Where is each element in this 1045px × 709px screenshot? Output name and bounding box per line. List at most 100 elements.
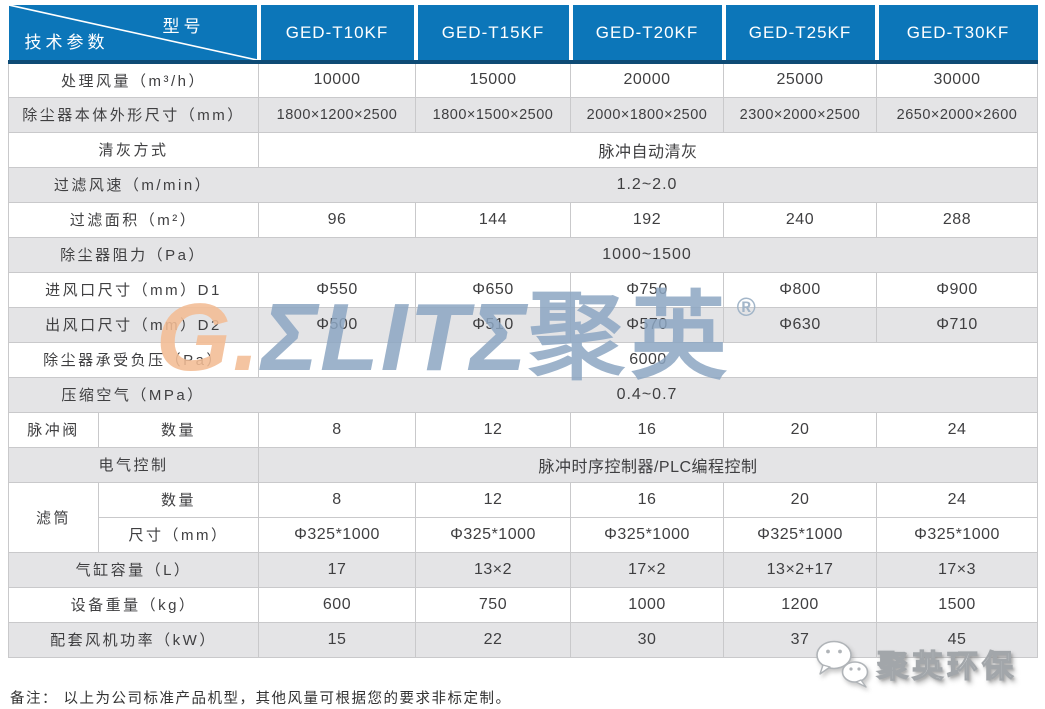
- table-row: 脉冲阀 数量 8 12 16 20 24: [8, 411, 1038, 448]
- table-header-row: 型号 技术参数 GED-T10KF GED-T15KF GED-T20KF GE…: [8, 5, 1038, 64]
- row-label: 出风口尺寸（mm）D2: [8, 306, 259, 343]
- cell-value: 13×2: [415, 551, 571, 588]
- cell-value: Φ900: [876, 271, 1038, 308]
- row-label: 过滤面积（m²）: [8, 201, 259, 238]
- cell-value: 30000: [876, 61, 1038, 98]
- group-label: 滤筒: [8, 481, 99, 553]
- cell-value: 2000×1800×2500: [570, 96, 724, 133]
- table-row: 除尘器承受负压（Pa） 6000: [8, 341, 1038, 378]
- diagonal-divider: [9, 5, 257, 60]
- cell-value: 45: [876, 621, 1038, 658]
- cell-value-span: 1000~1500: [602, 245, 692, 263]
- table-row: 滤筒 数量 8 12 16 20 24: [8, 481, 1038, 553]
- cell-value: 12: [415, 481, 571, 518]
- cell-value-span: 脉冲自动清灰: [258, 131, 1038, 168]
- group-label: 脉冲阀: [8, 411, 99, 448]
- table-row: 气缸容量（L） 17 13×2 17×2 13×2+17 17×3: [8, 551, 1038, 588]
- cell-value-span: 6000: [258, 341, 1038, 378]
- table-row: 过滤面积（m²） 96 144 192 240 288: [8, 201, 1038, 238]
- row-label: 除尘器本体外形尺寸（mm）: [8, 96, 259, 133]
- cell-value: 192: [570, 201, 724, 238]
- cell-value: 15000: [415, 61, 571, 98]
- cell-value: 12: [415, 411, 571, 448]
- table-row: 压缩空气（MPa） 0.4~0.7: [8, 376, 1038, 413]
- cell-value: 25000: [723, 61, 877, 98]
- table-row: 除尘器本体外形尺寸（mm） 1800×1200×2500 1800×1500×2…: [8, 96, 1038, 133]
- table-row: 清灰方式 脉冲自动清灰: [8, 131, 1038, 168]
- cell-value: Φ325*1000: [723, 516, 877, 553]
- model-header: GED-T20KF: [568, 5, 724, 64]
- full-span-cell: 除尘器阻力（Pa） 1000~1500: [8, 236, 1038, 273]
- model-header: GED-T25KF: [721, 5, 877, 64]
- cell-value: 750: [415, 586, 571, 623]
- cell-value: 240: [723, 201, 877, 238]
- spec-table: 型号 技术参数 GED-T10KF GED-T15KF GED-T20KF GE…: [8, 5, 1038, 658]
- table-row: 尺寸（mm） Φ325*1000 Φ325*1000 Φ325*1000 Φ32…: [9, 516, 1038, 553]
- cell-value: 1000: [570, 586, 724, 623]
- corner-model-label: 型号: [162, 17, 205, 36]
- table-row: 进风口尺寸（mm）D1 Φ550 Φ650 Φ750 Φ800 Φ900: [8, 271, 1038, 308]
- cell-value: Φ510: [415, 306, 571, 343]
- cell-value: 37: [723, 621, 877, 658]
- row-label: 数量: [98, 411, 259, 448]
- row-label: 配套风机功率（kW）: [8, 621, 259, 658]
- cell-value-span: 1.2~2.0: [616, 175, 678, 193]
- wechat-icon: [816, 640, 869, 688]
- table-row: 配套风机功率（kW） 15 22 30 37 45: [8, 621, 1038, 658]
- cell-value-span: 脉冲时序控制器/PLC编程控制: [258, 446, 1038, 483]
- table-row: 电气控制 脉冲时序控制器/PLC编程控制: [8, 446, 1038, 483]
- cell-value: 600: [258, 586, 416, 623]
- cell-value: 96: [258, 201, 416, 238]
- cell-value: 20: [723, 411, 877, 448]
- cell-value: 30: [570, 621, 724, 658]
- table-row: 出风口尺寸（mm）D2 Φ500 Φ510 Φ570 Φ630 Φ710: [8, 306, 1038, 343]
- row-label: 气缸容量（L）: [8, 551, 259, 588]
- cell-value: 2650×2000×2600: [876, 96, 1038, 133]
- cell-value: 288: [876, 201, 1038, 238]
- cell-value: 2300×2000×2500: [723, 96, 877, 133]
- table-row: 除尘器阻力（Pa） 1000~1500: [8, 236, 1038, 273]
- cell-value: 1500: [876, 586, 1038, 623]
- cell-value: Φ750: [570, 271, 724, 308]
- cell-value: 8: [258, 411, 416, 448]
- model-header: GED-T15KF: [413, 5, 571, 64]
- cell-value: 17×3: [876, 551, 1038, 588]
- row-label: 尺寸（mm）: [98, 516, 259, 553]
- cell-value-span: 0.4~0.7: [616, 385, 678, 403]
- row-label: 除尘器阻力（Pa）: [60, 247, 206, 264]
- cell-value: 1800×1200×2500: [258, 96, 416, 133]
- cell-value: 20: [723, 481, 877, 518]
- cell-value: 1800×1500×2500: [415, 96, 571, 133]
- cell-value: 144: [415, 201, 571, 238]
- cell-value: 16: [570, 481, 724, 518]
- table-row: 处理风量（m³/h） 10000 15000 20000 25000 30000: [8, 61, 1038, 98]
- cell-value: 24: [876, 411, 1038, 448]
- cell-value: 22: [415, 621, 571, 658]
- full-span-cell: 压缩空气（MPa） 0.4~0.7: [8, 376, 1038, 413]
- corner-param-label: 技术参数: [24, 33, 109, 52]
- model-header: GED-T10KF: [256, 5, 416, 64]
- cell-value: 15: [258, 621, 416, 658]
- cell-value: Φ550: [258, 271, 416, 308]
- cell-value: Φ650: [415, 271, 571, 308]
- cell-value: 8: [258, 481, 416, 518]
- table-row: 过滤风速（m/min） 1.2~2.0: [8, 166, 1038, 203]
- cell-value: 10000: [258, 61, 416, 98]
- cell-value: Φ325*1000: [876, 516, 1038, 553]
- row-label: 压缩空气（MPa）: [61, 387, 205, 404]
- stamp-text: 聚英环保: [876, 648, 1017, 684]
- row-label: 电气控制: [8, 446, 259, 483]
- cell-value: Φ500: [258, 306, 416, 343]
- full-span-cell: 过滤风速（m/min） 1.2~2.0: [8, 166, 1038, 203]
- footer-note: 备注： 以上为公司标准产品机型，其他风量可根据您的要求非标定制。: [10, 691, 512, 707]
- row-label: 清灰方式: [8, 131, 259, 168]
- wechat-stamp: 聚英环保: [813, 638, 1017, 688]
- cell-value: 1200: [723, 586, 877, 623]
- cell-value: Φ630: [723, 306, 877, 343]
- cell-value: 13×2+17: [723, 551, 877, 588]
- row-label: 除尘器承受负压（Pa）: [8, 341, 259, 378]
- row-label: 处理风量（m³/h）: [8, 61, 259, 98]
- cell-value: Φ325*1000: [258, 516, 416, 553]
- row-label: 数量: [98, 481, 259, 518]
- row-label: 进风口尺寸（mm）D1: [8, 271, 259, 308]
